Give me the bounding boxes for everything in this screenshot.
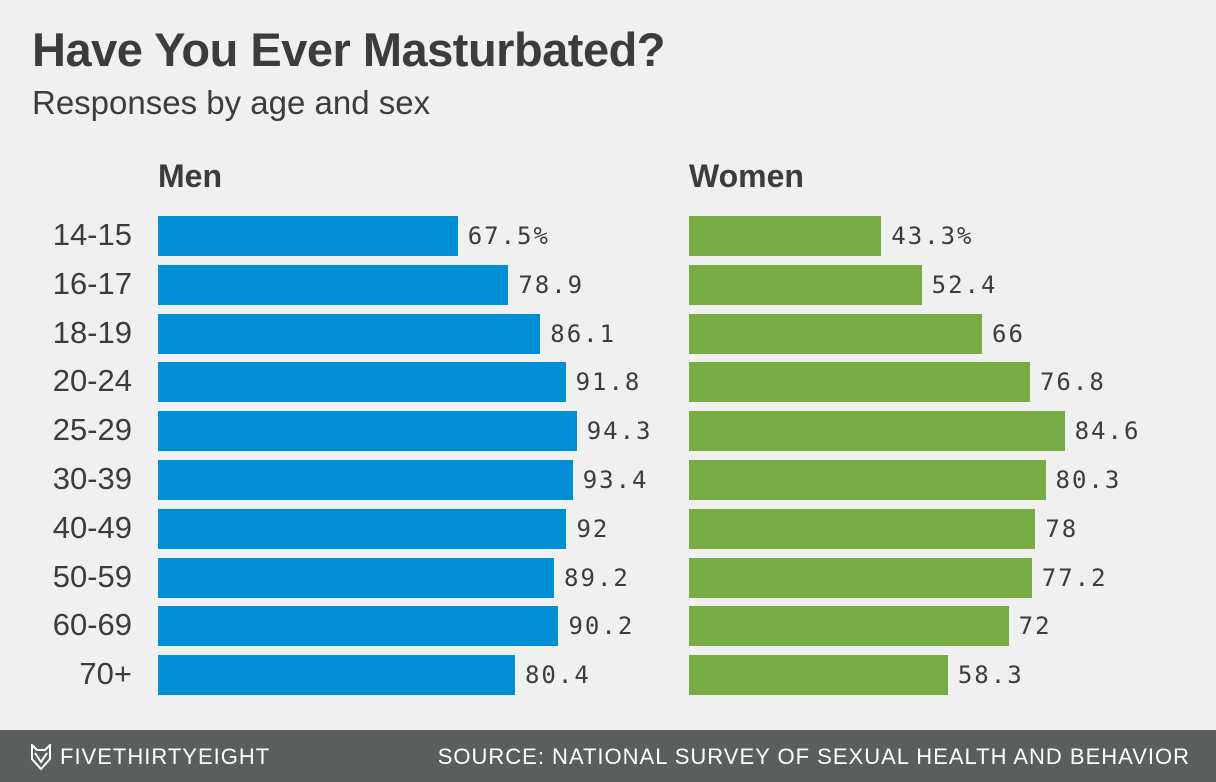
source-note: SOURCE: NATIONAL SURVEY OF SEXUAL HEALTH… — [437, 744, 1190, 769]
women-value-label: 72 — [1018, 612, 1052, 641]
men-bar — [158, 606, 559, 647]
women-panel-title: Women — [689, 158, 804, 194]
women-bar — [689, 655, 948, 696]
category-label: 50-59 — [52, 558, 132, 594]
category-label: 14-15 — [52, 217, 132, 252]
men-bar — [158, 411, 577, 452]
men-bar — [158, 216, 458, 256]
women-bar — [689, 264, 922, 305]
men-bar — [158, 264, 509, 305]
category-label: 16-17 — [52, 265, 132, 301]
women-value-label: 77.2 — [1041, 563, 1108, 592]
men-bar — [158, 508, 567, 549]
category-label: 70+ — [79, 656, 132, 692]
chart-subtitle: Responses by age and sex — [32, 84, 431, 121]
men-bar — [158, 557, 555, 598]
chart-title: Have You Ever Masturbated? — [32, 23, 666, 76]
women-value-label: 66 — [992, 319, 1025, 348]
women-value-label: 84.6 — [1074, 417, 1141, 446]
women-bar — [689, 606, 1009, 647]
category-label: 60-69 — [52, 607, 132, 643]
women-value-label: 58.3 — [957, 661, 1024, 690]
men-value-label: 86.1 — [550, 319, 617, 348]
women-bar — [689, 508, 1036, 549]
women-value-label: 76.8 — [1039, 368, 1106, 397]
category-label: 20-24 — [52, 363, 132, 399]
men-value-label: 80.4 — [524, 661, 591, 690]
men-bar — [158, 362, 566, 403]
fox-icon — [31, 744, 51, 770]
men-value-label: 93.4 — [582, 466, 649, 494]
men-bar — [158, 655, 515, 696]
women-bar — [689, 460, 1046, 500]
men-value-label: 94.3 — [586, 417, 653, 446]
category-label: 40-49 — [52, 509, 132, 545]
women-bar — [689, 216, 882, 256]
category-label: 25-29 — [52, 412, 132, 448]
men-value-label: 67.5% — [467, 222, 550, 250]
men-panel-title: Men — [158, 158, 222, 194]
women-value-label: 43.3% — [891, 222, 974, 250]
men-value-label: 92 — [576, 514, 610, 543]
women-value-label: 52.4 — [931, 270, 998, 299]
men-value-label: 89.2 — [564, 563, 630, 592]
footer: FIVETHIRTYEIGHT SOURCE: NATIONAL SURVEY … — [0, 730, 1216, 782]
men-value-label: 78.9 — [518, 270, 585, 299]
women-bar — [689, 313, 983, 354]
category-label: 18-19 — [52, 314, 132, 350]
women-bar — [689, 411, 1065, 452]
women-value-label: 78 — [1045, 514, 1079, 543]
men-bar — [158, 460, 573, 500]
women-bar — [689, 557, 1032, 598]
brand-name: FIVETHIRTYEIGHT — [60, 744, 271, 769]
men-value-label: 90.2 — [568, 612, 635, 641]
women-value-label: 80.3 — [1055, 466, 1122, 494]
women-bar — [689, 362, 1030, 403]
men-value-label: 91.8 — [575, 368, 642, 397]
men-bar — [158, 313, 541, 354]
category-label: 30-39 — [52, 461, 132, 496]
